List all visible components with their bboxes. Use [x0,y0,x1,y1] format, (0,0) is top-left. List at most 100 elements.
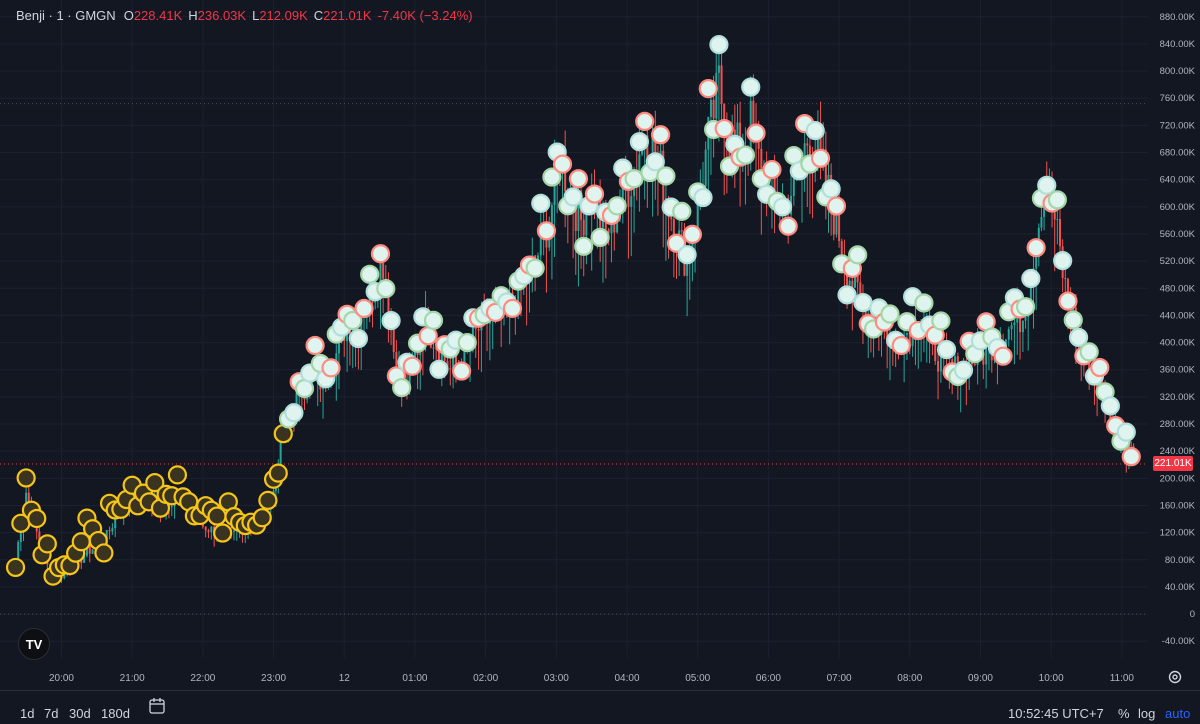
price-tick-label: 120.00K [1160,528,1196,539]
trade-marker [1121,447,1141,467]
settings-gear-icon[interactable] [1167,669,1183,685]
candle-body [348,326,351,339]
candle-body [1053,212,1056,220]
trade-marker [343,310,363,331]
clock-timezone[interactable]: 10:52:45 UTC+7 [1008,706,1104,721]
time-tick-label: 11:00 [1110,673,1135,684]
range-180d-button[interactable]: 180d [101,706,130,721]
open-label: O [123,8,134,23]
time-tick-label: 21:00 [120,673,145,684]
candle-body [392,328,395,353]
trade-marker [672,201,692,221]
trade-marker [370,244,391,264]
change-value: -7.40K (−3.24%) [377,8,473,23]
candle-body [474,327,477,329]
candle-body [939,348,942,372]
trade-marker [213,523,233,543]
candle-body [672,219,675,248]
candle-body [539,228,542,256]
trade-marker [348,328,368,349]
high-value: 236.03K [197,8,247,23]
price-tick-label: 240.00K [1160,446,1196,457]
candle-body [816,129,819,157]
trade-marker [258,490,278,510]
time-tick-label: 01:00 [402,673,427,684]
trade-marker [145,473,165,493]
trade-marker [1053,251,1073,271]
candle-body [720,65,723,104]
trade-marker [741,77,761,97]
trade-marker [1100,396,1120,416]
time-tick-label: 07:00 [827,673,852,684]
candle-body [704,149,707,187]
candle-body [1024,316,1027,321]
candle-body [424,308,427,344]
candle-body [851,280,854,288]
price-axis[interactable]: -40.00K 0 40.00K 80.00K 120.00K 160.00K 200.00… [1160,12,1196,647]
candle-body [550,204,553,227]
candle-body [1029,287,1032,302]
candle-body [859,282,862,298]
candle-body [382,263,385,279]
candle-body [88,546,91,554]
candle-body [937,361,940,372]
candle-body [517,275,520,312]
trade-marker [1037,175,1057,195]
open-value: 228.41K [133,8,183,23]
candle-body [19,531,22,542]
low-label: L [252,8,260,23]
trade-marker [656,166,676,186]
price-tick-label: 560.00K [1160,229,1196,240]
candle-body [985,345,988,365]
tradingview-logo-icon[interactable]: TV [18,628,50,660]
trade-marker [1116,422,1136,442]
price-tick-label: 640.00K [1160,175,1196,186]
price-tick-label: 680.00K [1160,148,1196,159]
candle-body [835,204,838,235]
price-tick-label: 280.00K [1160,419,1196,430]
candle-body [607,229,610,234]
range-1d-button[interactable]: 1d [20,706,35,721]
candle-body [452,355,455,369]
time-tick-label: 22:00 [190,673,215,684]
candle-body [1040,216,1043,228]
trade-marker [536,221,557,241]
candle-body [1066,278,1069,300]
candle-body [752,100,755,131]
auto-toggle[interactable]: auto [1165,706,1191,721]
trade-marker [574,236,594,256]
trade-marker [376,279,396,299]
trade-marker [880,304,900,324]
range-7d-button[interactable]: 7d [44,706,59,721]
candle-body [536,255,539,262]
range-30d-button[interactable]: 30d [69,706,91,721]
ohlc-legend: Benji · 1 · GMGN O 228.41K H 236.03K L 212.… [16,8,479,23]
candle-body [232,530,235,532]
candle-body [574,209,577,231]
candle-body [616,219,619,233]
trade-marker [709,35,729,55]
candle-body [454,355,457,364]
trade-marker [936,339,957,360]
candle-body [477,328,480,331]
candle-body [210,526,213,533]
candle-body [463,343,466,370]
time-tick-label: 02:00 [473,673,498,684]
candle-body [395,352,398,376]
trade-marker [1068,327,1089,348]
percent-toggle[interactable]: % [1118,706,1130,721]
candle-body [440,350,443,364]
trade-marker [607,196,627,216]
candle-body [170,506,173,508]
trade-marker [762,159,782,180]
high-label: H [188,8,198,23]
candle-body [437,348,440,364]
symbol-title[interactable]: Benji · 1 · GMGN [16,8,116,23]
trade-marker [429,359,449,379]
time-axis[interactable]: 20:00 21:00 22:00 23:00 12 01:00 02:00 03:00 04:… [49,673,1134,684]
calendar-icon[interactable] [148,697,166,715]
candle-body [819,129,822,149]
log-toggle[interactable]: log [1138,706,1156,721]
trade-marker [37,534,57,554]
